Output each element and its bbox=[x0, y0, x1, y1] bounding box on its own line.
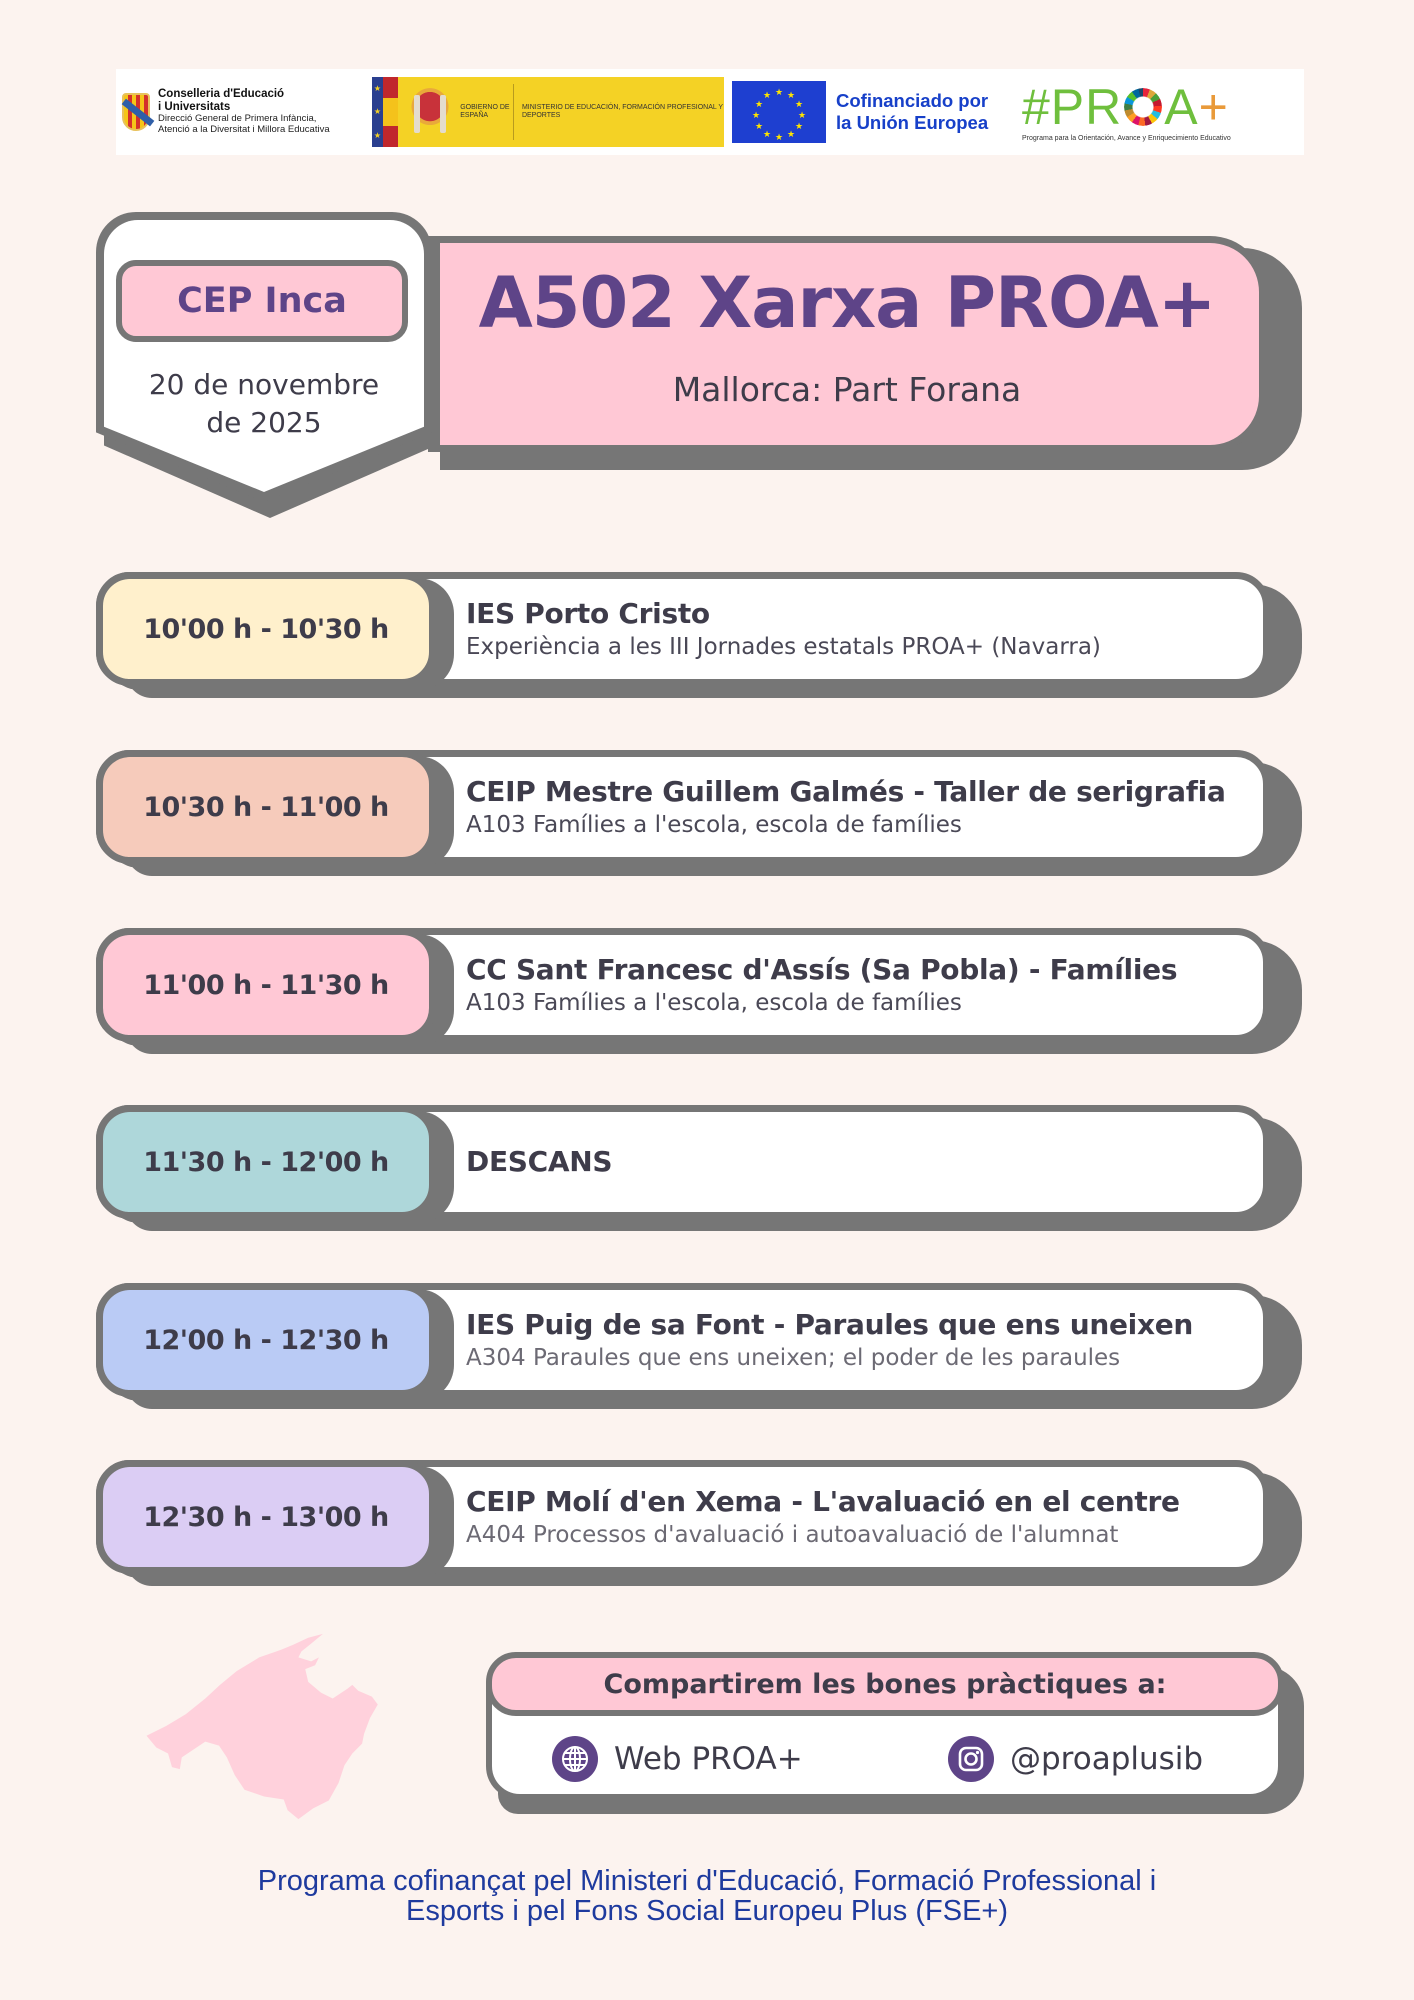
session-subtitle: A304 Paraules que ens uneixen; el poder … bbox=[466, 1345, 1121, 1371]
time-slot: 10'00 h - 10'30 h bbox=[96, 572, 436, 686]
eu-logo: ★ ★ ★ ★ ★ ★ ★ ★ ★ ★ ★ ★ Cofinanciado por… bbox=[732, 81, 1020, 143]
conselleria-logo: Conselleria d'Educació i Universitats Di… bbox=[116, 69, 372, 155]
session-title: IES Puig de sa Font - Paraules que ens u… bbox=[466, 1308, 1194, 1341]
session-title: CC Sant Francesc d'Assís (Sa Pobla) - Fa… bbox=[466, 953, 1178, 986]
schedule-row: 10'30 h - 11'00 h CEIP Mestre Guillem Ga… bbox=[96, 750, 1302, 876]
schedule-row: 11'30 h - 12'00 h DESCANS bbox=[96, 1105, 1302, 1231]
session-title: CEIP Mestre Guillem Galmés - Taller de s… bbox=[466, 775, 1226, 808]
conselleria-name-1: Conselleria d'Educació bbox=[158, 87, 285, 100]
schedule-row: 11'00 h - 11'30 h CC Sant Francesc d'Ass… bbox=[96, 928, 1302, 1054]
conselleria-name-2: i Universitats bbox=[158, 101, 231, 114]
footer-line2: Esports i pel Fons Social Europeu Plus (… bbox=[405, 1895, 1009, 1927]
event-date: 20 de novembre de 2025 bbox=[104, 366, 424, 442]
proa-plus: + bbox=[1198, 79, 1229, 135]
proa-a: A bbox=[1164, 79, 1199, 135]
time-slot: 12'00 h - 12'30 h bbox=[96, 1283, 436, 1397]
conselleria-dept-1: Direcció General de Primera Infància, bbox=[158, 113, 317, 125]
schedule-row: 10'00 h - 10'30 h IES Porto Cristo Exper… bbox=[96, 572, 1302, 698]
footer-line1: Programa cofinançat pel Ministeri d'Educ… bbox=[257, 1865, 1157, 1897]
page-subtitle: Mallorca: Part Forana bbox=[672, 370, 1022, 409]
schedule-row: 12'30 h - 13'00 h CEIP Molí d'en Xema - … bbox=[96, 1460, 1302, 1586]
instagram-link[interactable]: @proaplusib bbox=[948, 1736, 1203, 1782]
time-slot: 10'30 h - 11'00 h bbox=[96, 750, 436, 864]
session-subtitle: Experiència a les III Jornades estatals … bbox=[466, 634, 1101, 660]
session-subtitle: A404 Processos d'avaluació i autoavaluac… bbox=[466, 1522, 1119, 1548]
session-subtitle: A103 Famílies a l'escola, escola de famí… bbox=[466, 812, 962, 838]
schedule-row: 12'00 h - 12'30 h IES Puig de sa Font - … bbox=[96, 1283, 1302, 1409]
title-card bbox=[428, 236, 1266, 452]
ministry-label: MINISTERIO DE EDUCACIÓN, FORMACIÓN PROFE… bbox=[521, 103, 723, 119]
spain-coat-of-arms-icon bbox=[410, 85, 451, 139]
eu-cofinanced-line2: la Unión Europea bbox=[836, 112, 989, 133]
mallorca-map-icon bbox=[146, 1633, 378, 1820]
instagram-icon bbox=[948, 1736, 994, 1782]
share-heading: Compartirem les bones pràctiques a: bbox=[486, 1652, 1284, 1716]
session-subtitle: A103 Famílies a l'escola, escola de famí… bbox=[466, 990, 962, 1016]
gobierno-label: GOBIERNO DE ESPAÑA bbox=[460, 84, 514, 140]
web-link[interactable]: Web PROA+ bbox=[552, 1736, 803, 1782]
balearic-shield-icon bbox=[122, 93, 150, 131]
session-title: DESCANS bbox=[466, 1145, 613, 1178]
conselleria-dept-2: Atenció a la Diversitat i Millora Educat… bbox=[158, 124, 330, 136]
funding-footer: Programa cofinançat pel Ministeri d'Educ… bbox=[150, 1866, 1264, 1926]
sdg-ring-icon bbox=[1124, 88, 1163, 126]
event-date-line2: de 2025 bbox=[206, 406, 322, 439]
logo-banner: Conselleria d'Educació i Universitats Di… bbox=[116, 69, 1304, 155]
page-title: A502 Xarxa PROA+ bbox=[478, 262, 1217, 344]
proa-hash-pr: #PR bbox=[1022, 79, 1123, 135]
eu-cofinanced-line1: Cofinanciado por bbox=[836, 89, 989, 111]
eu-flag-icon: ★ ★ ★ ★ ★ ★ ★ ★ ★ ★ ★ ★ bbox=[732, 81, 826, 143]
web-link-label[interactable]: Web PROA+ bbox=[614, 1741, 803, 1777]
proa-subtitle: Programa para la Orientación, Avance y E… bbox=[1022, 135, 1231, 142]
time-slot: 12'30 h - 13'00 h bbox=[96, 1460, 436, 1574]
time-slot: 11'30 h - 12'00 h bbox=[96, 1105, 436, 1219]
venue-badge: CEP Inca bbox=[116, 260, 408, 342]
proa-logo: #PR A + Programa para la Orientación, Av… bbox=[1022, 82, 1231, 142]
session-title: IES Porto Cristo bbox=[466, 597, 710, 630]
instagram-handle[interactable]: @proaplusib bbox=[1010, 1741, 1204, 1777]
spain-flag-bar-icon: ★ ★ ★ bbox=[372, 77, 398, 147]
time-slot: 11'00 h - 11'30 h bbox=[96, 928, 436, 1042]
gobierno-logo: ★ ★ ★ GOBIERNO DE ESPAÑA MINISTERIO DE EDU… bbox=[372, 77, 724, 147]
event-date-line1: 20 de novembre bbox=[148, 368, 380, 401]
session-title: CEIP Molí d'en Xema - L'avaluació en el … bbox=[466, 1485, 1180, 1518]
globe-icon bbox=[552, 1736, 598, 1782]
